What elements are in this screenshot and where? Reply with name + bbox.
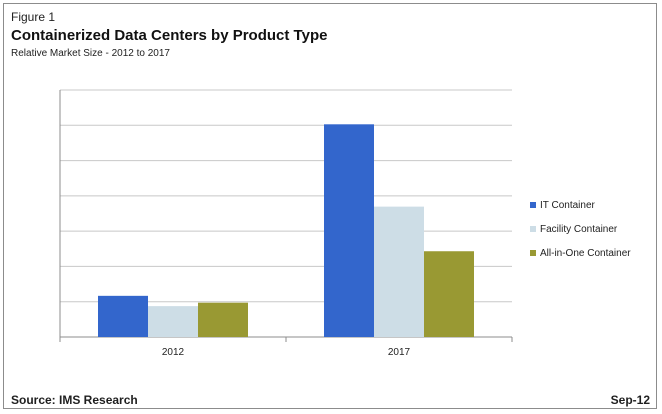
legend-item-all-in-one-container: All-in-One Container: [530, 241, 631, 265]
bar-facility-container-2017: [374, 206, 424, 337]
bar-facility-container-2012: [148, 306, 198, 337]
bar-all-in-one-container-2017: [424, 251, 474, 337]
legend-item-it-container: IT Container: [530, 193, 631, 217]
bar-it-container-2012: [98, 295, 148, 337]
bar-all-in-one-container-2012: [198, 302, 248, 337]
chart-subtitle: Relative Market Size - 2012 to 2017: [11, 48, 170, 59]
legend-swatch-facility-container: [530, 226, 536, 232]
footer-source: Source: IMS Research: [11, 393, 138, 407]
legend-label-all-in-one-container: All-in-One Container: [540, 247, 631, 259]
legend-item-facility-container: Facility Container: [530, 217, 631, 241]
legend-swatch-it-container: [530, 202, 536, 208]
bar-it-container-2017: [324, 124, 374, 337]
chart-legend: IT Container Facility Container All-in-O…: [530, 193, 631, 265]
legend-label-it-container: IT Container: [540, 199, 595, 211]
chart-title: Containerized Data Centers by Product Ty…: [11, 27, 328, 44]
x-tick-label-2017: 2017: [388, 347, 411, 358]
legend-swatch-all-in-one-container: [530, 250, 536, 256]
legend-label-facility-container: Facility Container: [540, 223, 618, 235]
figure-label: Figure 1: [11, 10, 56, 24]
x-tick-label-2012: 2012: [162, 347, 185, 358]
footer-date: Sep-12: [610, 393, 650, 407]
